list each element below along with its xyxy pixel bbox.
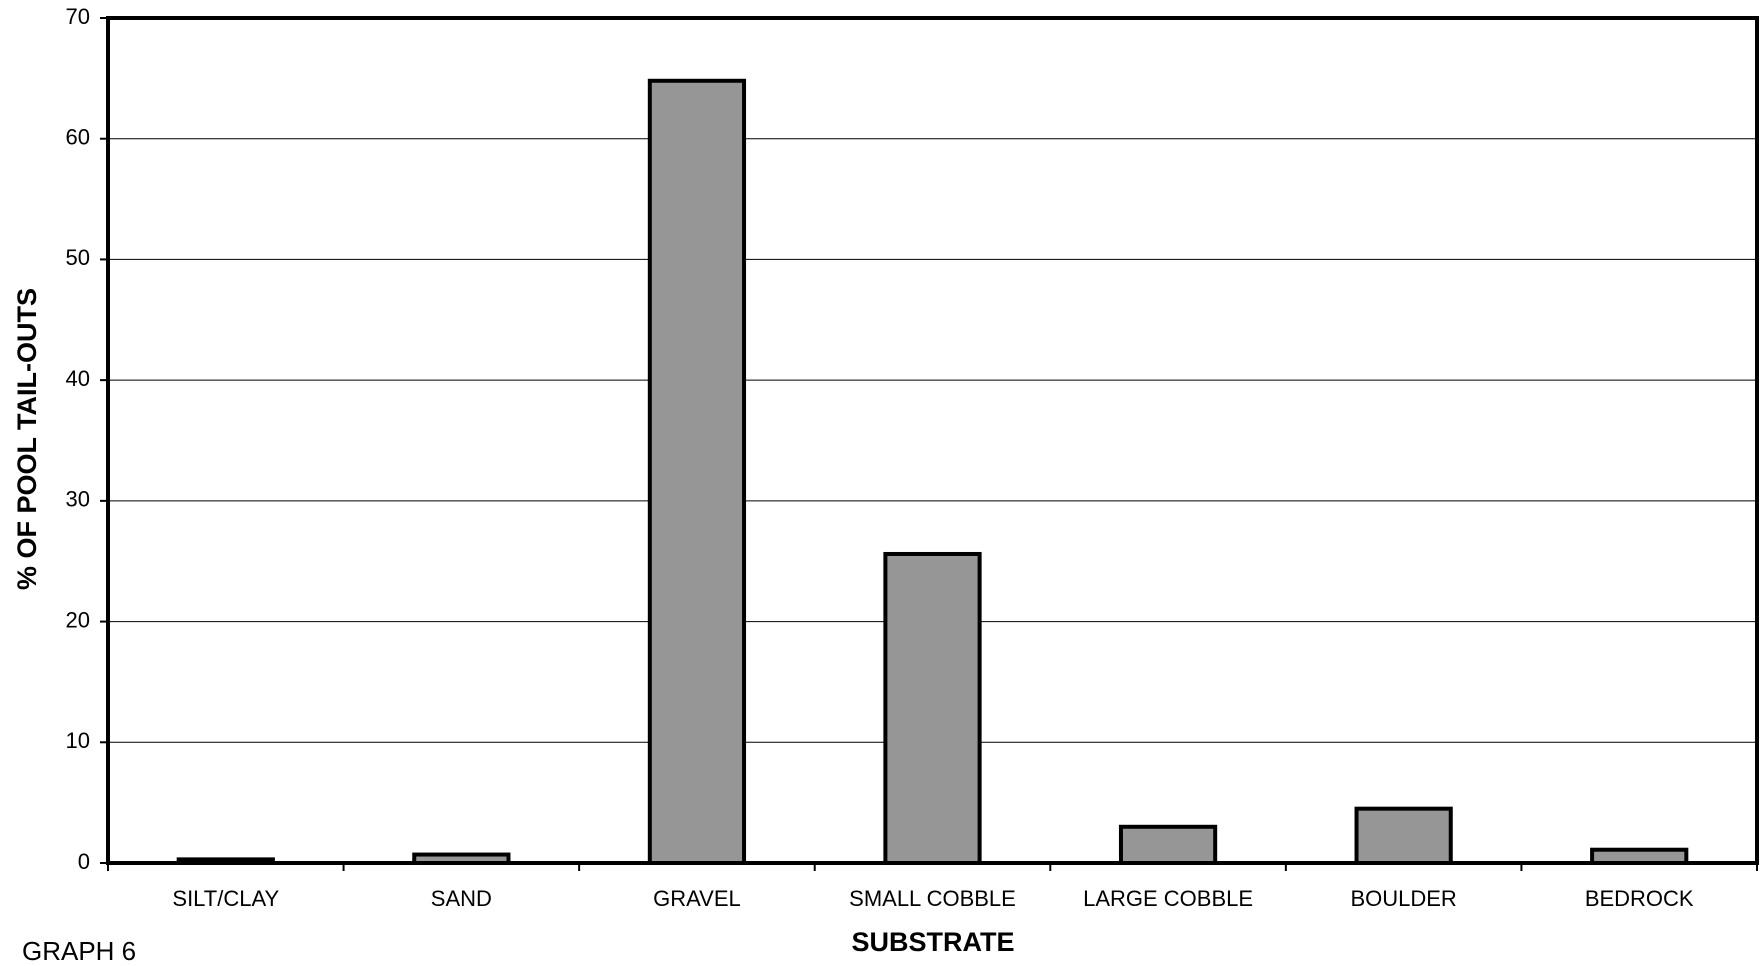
x-tick-label: SMALL COBBLE xyxy=(849,886,1016,911)
x-tick-label: SILT/CLAY xyxy=(172,886,279,911)
y-tick-label: 50 xyxy=(66,245,90,270)
plot-frame xyxy=(106,16,1759,865)
x-axis-title: SUBSTRATE xyxy=(851,927,1014,957)
y-tick-label: 30 xyxy=(66,487,90,512)
y-tick-label: 20 xyxy=(66,607,90,632)
y-tick-label: 70 xyxy=(66,4,90,29)
y-axis-title: % OF POOL TAIL-OUTS xyxy=(12,288,42,590)
caption: GRAPH 6 xyxy=(22,936,136,966)
bar xyxy=(1354,806,1453,866)
x-tick-label: SAND xyxy=(431,886,492,911)
bar xyxy=(647,78,747,866)
x-tick-label: BOULDER xyxy=(1350,886,1456,911)
y-tick-label: 60 xyxy=(66,125,90,150)
y-tick-label: 40 xyxy=(66,366,90,391)
x-tick-label: LARGE COBBLE xyxy=(1083,886,1253,911)
y-tick-label: 10 xyxy=(66,728,90,753)
bar xyxy=(883,551,982,865)
x-tick-label: GRAVEL xyxy=(653,886,741,911)
bar xyxy=(1118,824,1218,865)
x-tick-label: BEDROCK xyxy=(1585,886,1694,911)
y-tick-label: 0 xyxy=(78,849,90,874)
